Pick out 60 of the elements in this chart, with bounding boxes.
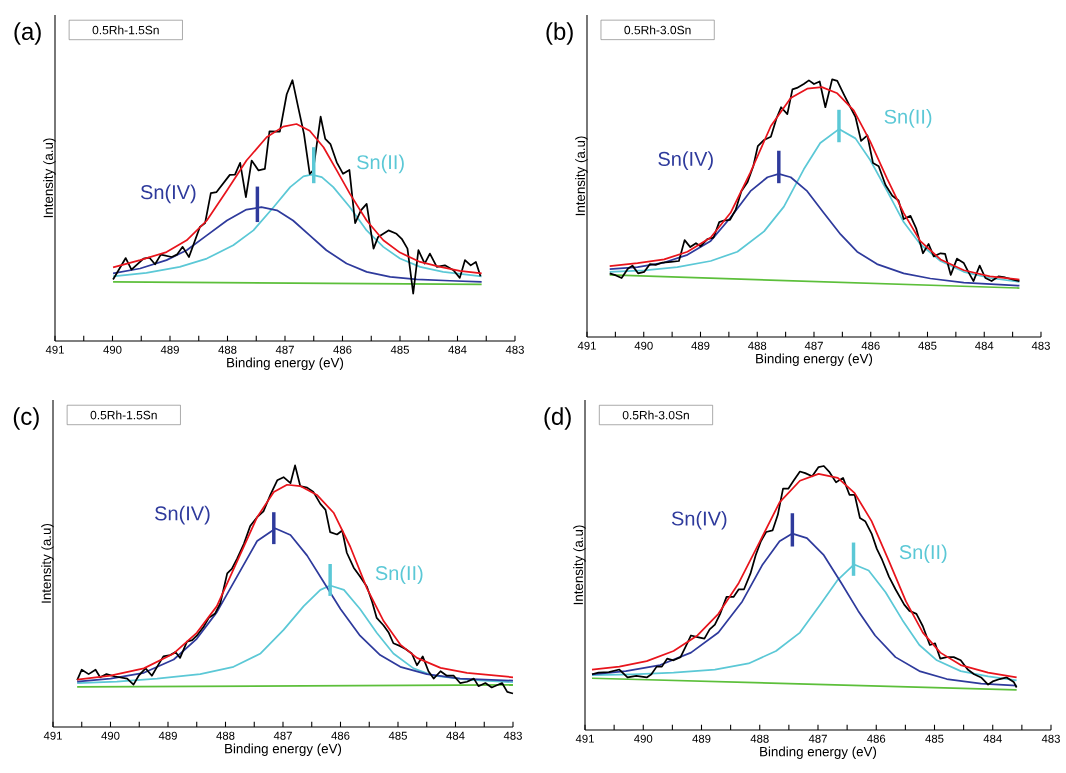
chart-subtitle: 0.5Rh-1.5Sn: [92, 25, 159, 35]
x-tick-label: 490: [634, 734, 653, 743]
x-tick-label: 488: [216, 731, 235, 740]
x-tick-label: 483: [503, 731, 522, 740]
x-tick-label: 485: [925, 734, 944, 743]
x-tick-label: 485: [390, 345, 409, 354]
x-axis-title: Binding energy (eV): [756, 353, 873, 366]
x-tick-label: 491: [577, 341, 596, 350]
y-axis-title: Intensity (a.u): [575, 136, 588, 216]
x-tick-label: 487: [804, 341, 823, 350]
x-tick-label: 489: [691, 341, 710, 350]
x-tick-label: 487: [275, 345, 294, 354]
x-tick-label: 486: [867, 734, 886, 743]
x-tick-label: 486: [333, 345, 352, 354]
chart-title: (b): [546, 22, 573, 45]
x-tick-label: 488: [750, 734, 769, 743]
x-tick-label: 490: [101, 731, 120, 740]
x-axis-title: Binding energy (eV): [225, 743, 342, 756]
series-label: Sn(II): [357, 154, 404, 174]
x-tick-label: 487: [273, 731, 292, 740]
chart-subtitle: 0.5Rh-3.0Sn: [622, 410, 689, 420]
x-tick-label: 484: [448, 345, 467, 354]
x-tick-label: 485: [918, 341, 937, 350]
series-label: Sn(II): [884, 109, 932, 128]
chart-subtitle: 0.5Rh-1.5Sn: [90, 410, 157, 420]
x-axis-title: Binding energy (eV): [760, 746, 877, 759]
y-axis-title: Intensity (a.u): [573, 525, 586, 605]
x-tick-label: 491: [45, 345, 64, 354]
x-tick-label: 483: [505, 345, 524, 354]
series-label: Sn(IV): [140, 184, 196, 204]
x-tick-label: 483: [1041, 734, 1060, 743]
chart-title: (a): [14, 22, 41, 45]
series-label: Sn(II): [375, 565, 423, 585]
x-tick-label: 486: [331, 731, 350, 740]
chart-title: (c): [13, 407, 39, 430]
chart-subtitle: 0.5Rh-3.0Sn: [624, 25, 691, 35]
x-tick-label: 486: [861, 341, 880, 350]
x-tick-label: 485: [388, 731, 407, 740]
y-axis-title: Intensity (a.u): [43, 138, 56, 218]
x-tick-label: 491: [575, 734, 594, 743]
x-tick-label: 488: [748, 341, 767, 350]
x-tick-label: 490: [103, 345, 122, 354]
x-tick-label: 484: [983, 734, 1002, 743]
x-tick-label: 491: [43, 731, 62, 740]
x-tick-label: 489: [160, 345, 179, 354]
chart-title: (d): [544, 407, 571, 430]
x-tick-label: 484: [446, 731, 465, 740]
text: Sn(IV): [671, 510, 727, 530]
x-tick-label: 489: [692, 734, 711, 743]
x-tick-label: 487: [808, 734, 827, 743]
text: Sn(IV): [658, 151, 713, 170]
x-tick-label: 483: [1031, 341, 1050, 350]
y-axis-title: Intensity (a.u): [41, 523, 54, 603]
x-tick-label: 488: [218, 345, 237, 354]
series-label: Sn(II): [899, 544, 947, 564]
x-tick-label: 490: [634, 341, 653, 350]
text: Sn(IV): [155, 505, 210, 525]
x-tick-label: 489: [158, 731, 177, 740]
x-axis-title: Binding energy (eV): [227, 357, 344, 370]
x-tick-label: 484: [975, 341, 994, 350]
